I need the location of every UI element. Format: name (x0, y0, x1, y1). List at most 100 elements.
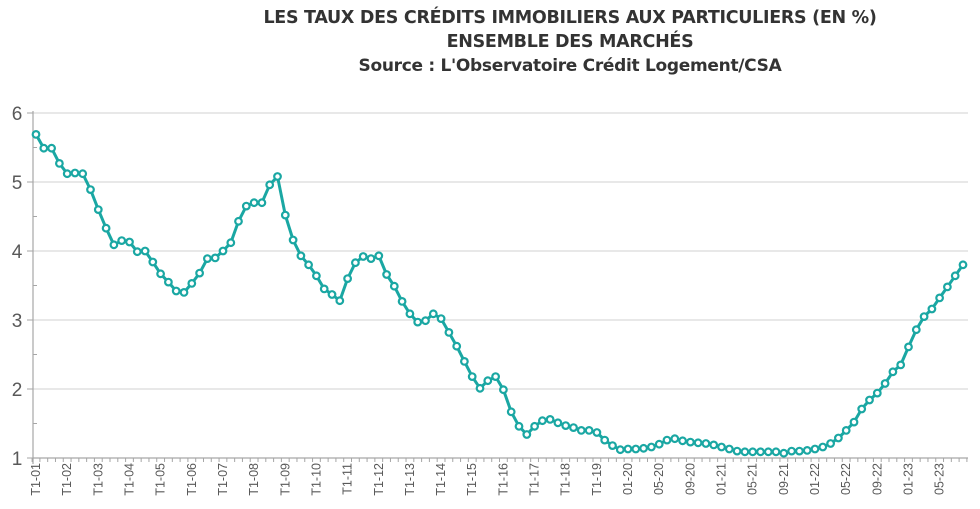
y-tick-label: 5 (12, 173, 23, 194)
data-point-marker (257, 198, 267, 208)
data-point-marker (623, 444, 633, 454)
data-point-marker (351, 258, 360, 268)
data-point-marker (896, 360, 906, 370)
chart-source: Source : L'Observatoire Crédit Logement/… (358, 56, 782, 76)
data-point-marker (140, 246, 150, 256)
data-point-marker (872, 388, 882, 398)
x-tick-label: T1-12 (372, 463, 386, 496)
y-tick-label: 4 (12, 242, 23, 263)
x-tick-label: 05-21 (746, 463, 760, 495)
data-point-marker (70, 168, 80, 178)
data-point-marker (101, 223, 111, 233)
data-point-marker (273, 172, 282, 181)
data-point-marker (958, 260, 968, 270)
data-point-marker (732, 446, 742, 456)
data-point-marker (911, 325, 921, 335)
data-point-marker (826, 439, 835, 448)
x-tick-label: T1-16 (496, 463, 510, 496)
data-point-marker (382, 270, 392, 279)
data-point-marker (654, 439, 664, 449)
data-point-marker (499, 385, 508, 395)
x-tick-label: 01-22 (808, 463, 822, 495)
data-point-marker (538, 416, 547, 426)
data-point-marker (670, 434, 680, 444)
data-point-marker (288, 235, 298, 245)
x-tick-label: T1-10 (309, 463, 323, 496)
data-point-marker (950, 271, 960, 281)
data-point-marker (522, 430, 532, 439)
x-tick-label: T1-14 (434, 463, 448, 496)
y-axis: 1 2 3 4 5 6 (12, 104, 37, 470)
data-point-marker (226, 238, 236, 248)
data-point-marker (935, 293, 944, 303)
data-point-marker (327, 290, 337, 299)
x-tick-label: 05-20 (652, 463, 666, 495)
data-point-marker (693, 438, 703, 448)
gridlines (33, 112, 968, 390)
data-point-marker (163, 277, 173, 287)
data-point-marker (491, 372, 501, 382)
data-point-marker (608, 441, 617, 451)
y-tick-label: 1 (12, 449, 23, 470)
data-point-marker (756, 447, 765, 457)
data-point-marker (249, 198, 259, 208)
data-point-marker (444, 328, 454, 337)
data-point-marker (467, 372, 477, 382)
data-point-marker (389, 281, 399, 291)
data-point-marker (156, 269, 166, 279)
data-point-marker (927, 304, 937, 314)
data-point-marker (600, 435, 610, 445)
x-tick-label: 09-21 (777, 463, 791, 495)
x-tick-label: T1-17 (528, 463, 542, 496)
data-point-marker (506, 407, 516, 417)
data-point-marker (748, 447, 758, 457)
data-point-marker (810, 444, 820, 454)
data-point-marker (343, 274, 353, 284)
data-point-marker (709, 440, 719, 450)
data-point-marker (771, 447, 781, 457)
data-point-marker (109, 240, 119, 250)
x-tick-label: 09-20 (683, 463, 697, 495)
data-point-marker (358, 252, 368, 261)
data-point-marker (428, 309, 438, 319)
data-point-marker (319, 284, 329, 294)
series-rates (31, 129, 968, 458)
chart-title: LES TAUX DES CRÉDITS IMMOBILIERS AUX PAR… (263, 8, 877, 28)
x-tick-label: T1-11 (341, 463, 355, 495)
data-point-marker (421, 316, 430, 326)
data-point-marker (717, 442, 726, 452)
x-tick-label: T1-15 (465, 463, 479, 496)
x-tick-label: T1-18 (559, 463, 573, 496)
x-tick-label: 09-22 (870, 463, 884, 495)
data-point-marker (241, 201, 251, 211)
data-point-marker (530, 421, 539, 431)
data-point-marker (132, 247, 142, 257)
data-point-marker (304, 260, 314, 270)
data-point-marker (724, 444, 734, 454)
data-point-marker (795, 446, 804, 456)
data-point-marker (335, 296, 345, 306)
data-point-marker (366, 254, 376, 264)
data-point-marker (436, 314, 446, 324)
data-point-marker (553, 418, 563, 428)
data-point-marker (592, 428, 602, 437)
data-point-marker (779, 448, 789, 458)
y-tick-label: 2 (12, 380, 23, 401)
data-point-marker (234, 216, 243, 226)
x-tick-label: T1-05 (154, 463, 168, 496)
data-point-marker (686, 437, 695, 447)
data-point-marker (919, 312, 929, 322)
data-point-marker (460, 357, 469, 366)
data-point-marker (818, 442, 828, 452)
data-point-marker (265, 180, 275, 190)
data-point-marker (888, 367, 898, 377)
x-tick-label: T1-19 (590, 463, 604, 496)
x-axis: T1-01 T1-02 T1-03 T1-04 T1-05 T1-06 T1-07 T1-08… (29, 457, 968, 496)
data-point-marker (39, 143, 49, 153)
x-tick-label: T1-07 (216, 463, 230, 496)
data-point-marker (943, 282, 952, 292)
x-tick-label: T1-01 (29, 463, 43, 496)
data-point-marker (584, 426, 594, 435)
x-tick-label: 01-21 (715, 463, 729, 495)
data-point-marker (374, 251, 384, 261)
